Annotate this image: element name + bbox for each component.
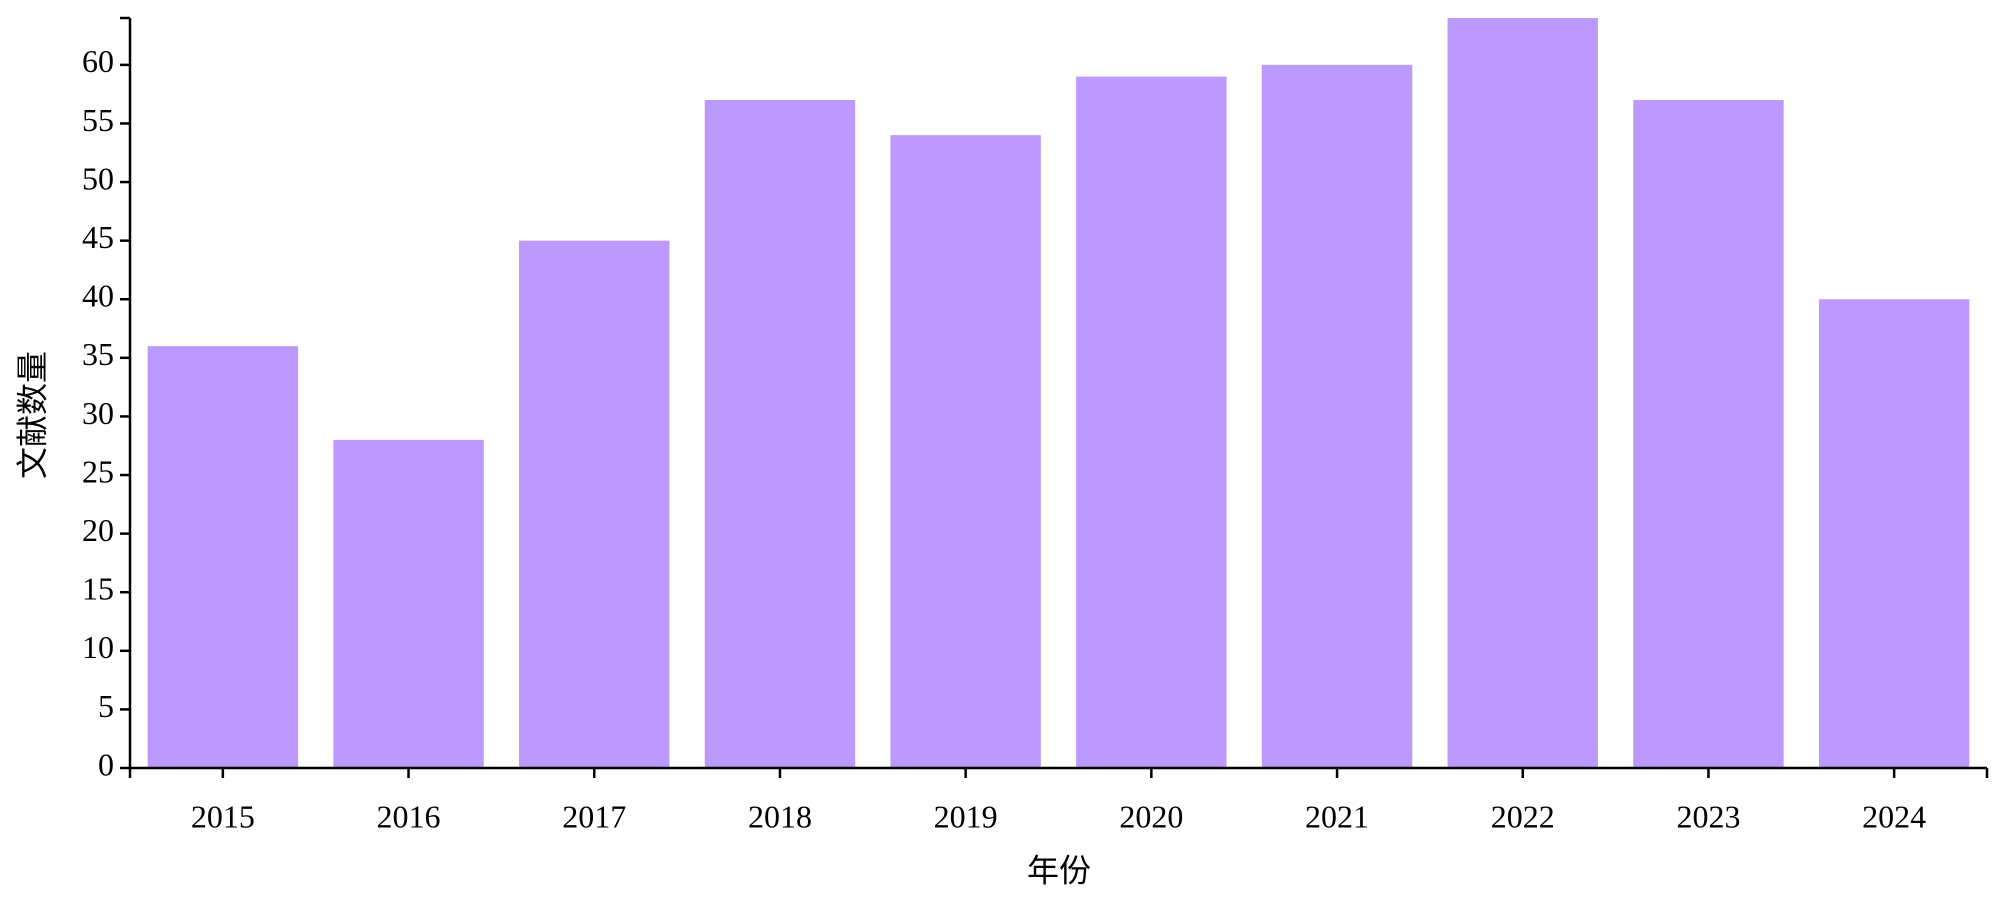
y-tick-label: 25 — [82, 453, 114, 489]
y-tick-label: 30 — [82, 395, 114, 431]
bar — [1261, 64, 1413, 768]
y-axis-label: 文献数量 — [14, 351, 50, 479]
y-tick-label: 55 — [82, 102, 114, 138]
x-tick-label: 2015 — [191, 798, 255, 834]
y-tick-label: 5 — [98, 688, 114, 724]
y-tick-label: 45 — [82, 219, 114, 255]
y-tick-label: 40 — [82, 278, 114, 314]
x-tick-label: 2018 — [748, 798, 812, 834]
y-tick-label: 60 — [82, 43, 114, 79]
x-tick-label: 2024 — [1862, 798, 1926, 834]
bar — [519, 240, 670, 768]
x-tick-label: 2023 — [1676, 798, 1740, 834]
bar — [147, 346, 299, 768]
y-tick-label: 15 — [82, 571, 114, 607]
x-tick-label: 2016 — [377, 798, 441, 834]
bar — [890, 135, 1041, 768]
bar — [1076, 76, 1227, 768]
y-tick-label: 50 — [82, 160, 114, 196]
x-axis-label: 年份 — [1027, 852, 1091, 888]
x-tick-label: 2019 — [934, 798, 998, 834]
x-tick-label: 2017 — [562, 798, 626, 834]
bar — [1633, 100, 1784, 768]
x-tick-label: 2021 — [1305, 798, 1369, 834]
x-tick-label: 2022 — [1491, 798, 1555, 834]
y-tick-label: 20 — [82, 512, 114, 548]
x-tick-label: 2020 — [1119, 798, 1183, 834]
bar — [1818, 299, 1970, 768]
y-tick-label: 35 — [82, 336, 114, 372]
y-tick-label: 0 — [98, 746, 114, 782]
bar — [704, 100, 856, 768]
y-tick-label: 10 — [82, 629, 114, 665]
bar — [1447, 18, 1598, 768]
bar — [333, 439, 484, 768]
